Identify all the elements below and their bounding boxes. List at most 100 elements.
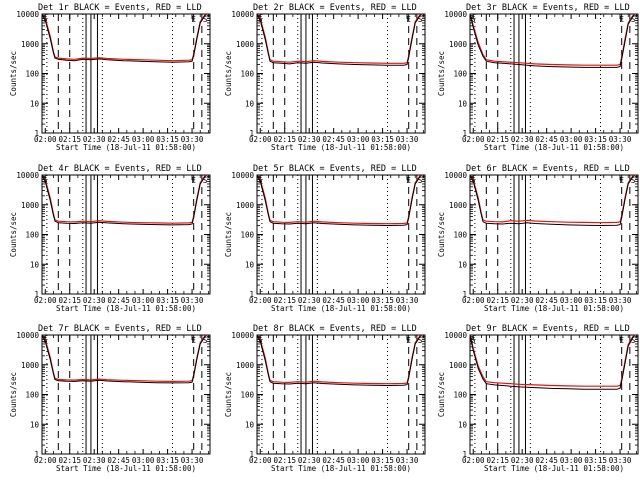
x-tick-label: 02:15 [273,456,296,465]
y-axis-label: Counts/sec [224,212,233,257]
marker-label: S [471,176,476,185]
y-tick-label: 1000 [21,201,40,210]
x-tick-label: 03:00 [132,296,155,305]
x-axis-label: Start Time (18-Jul-11 01:58:00) [271,143,411,152]
x-tick-label: 02:30 [83,296,106,305]
x-tick-label: 03:00 [560,456,583,465]
y-tick-label: 10 [458,420,468,429]
panel-det-3: Det 3r BLACK = Events, RED = LLD 1 10 100 10… [437,3,639,152]
y-tick-label: 1 [462,129,467,138]
panel-title: Det 3r BLACK = Events, RED = LLD [466,3,630,13]
y-axis-label: Counts/sec [224,51,233,96]
x-tick-label: 02:15 [273,296,296,305]
x-tick-label: 02:30 [511,135,534,144]
y-tick-label: 100 [453,231,467,240]
plot-frame [41,334,211,455]
x-tick-label: 02:15 [58,456,81,465]
plot-frame [256,334,426,455]
series-line-events [256,174,422,227]
y-tick-label: 1000 [236,361,255,370]
marker-label: S [258,176,263,185]
y-tick-label: 1 [34,450,39,459]
x-tick-label: 02:45 [107,296,130,305]
x-tick-label: 03:30 [181,296,204,305]
y-tick-label: 10 [245,260,255,269]
y-tick-label: 10000 [16,10,39,19]
x-tick-label: 03:30 [181,135,204,144]
series-line-lld [469,174,635,224]
x-tick-label: 02:15 [486,135,509,144]
marker-label: S [258,15,263,24]
x-tick-label: 02:30 [511,456,534,465]
y-axis-label: Counts/sec [224,372,233,417]
x-tick-label: 03:30 [396,456,419,465]
panel-title: Det 8r BLACK = Events, RED = LLD [253,324,417,334]
y-tick-label: 10 [30,420,40,429]
x-tick-label: 03:30 [396,296,419,305]
marker-label: S [471,336,476,345]
marker-label: E [191,336,196,345]
series-line-lld [469,13,636,66]
y-tick-label: 1 [249,450,254,459]
y-tick-label: 100 [453,70,467,79]
x-tick-label: 02:15 [58,296,81,305]
marker-label: S [203,15,208,24]
series-line-lld [41,334,207,383]
marker-label: S [43,15,48,24]
x-tick-label: 03:00 [132,135,155,144]
series-line-events [469,334,636,390]
x-tick-label: 03:30 [609,296,632,305]
y-axis-label: Counts/sec [437,372,446,417]
x-tick-label: 03:30 [609,456,632,465]
y-tick-label: 100 [240,391,254,400]
y-tick-label: 1 [249,129,254,138]
x-tick-label: 02:30 [298,456,321,465]
x-tick-label: 02:45 [107,135,130,144]
y-tick-label: 1 [34,290,39,299]
marker-label: E [619,176,624,185]
marker-label: E [406,336,411,345]
y-tick-label: 1000 [21,40,40,49]
x-tick-label: 02:45 [107,456,130,465]
panel-title: Det 7r BLACK = Events, RED = LLD [38,324,202,334]
marker-label: S [631,176,636,185]
x-tick-label: 03:15 [156,456,179,465]
panel-det-6: Det 6r BLACK = Events, RED = LLD 1 10 100 10… [437,164,639,313]
y-tick-label: 100 [240,70,254,79]
y-axis-label: Counts/sec [437,212,446,257]
marker-label: E [406,176,411,185]
y-tick-label: 10000 [16,171,39,180]
x-tick-label: 03:15 [371,135,394,144]
y-tick-label: 10000 [231,171,254,180]
x-axis-label: Start Time (18-Jul-11 01:58:00) [484,143,624,152]
marker-label: E [619,336,624,345]
x-tick-label: 02:45 [322,135,345,144]
y-tick-label: 10 [245,99,255,108]
panel-title: Det 5r BLACK = Events, RED = LLD [253,164,417,174]
y-tick-label: 1000 [449,40,468,49]
y-tick-label: 1000 [236,201,255,210]
series-line-lld [256,334,422,385]
x-tick-label: 02:00 [34,456,57,465]
x-tick-label: 02:45 [535,456,558,465]
panel-det-2: Det 2r BLACK = Events, RED = LLD 1 10 100 10… [224,3,426,152]
y-tick-label: 1000 [236,40,255,49]
marker-label: S [203,176,208,185]
plot-frame [469,13,639,134]
marker-label: S [418,336,423,345]
marker-label: S [43,336,48,345]
y-tick-label: 10 [30,260,40,269]
x-tick-label: 03:15 [371,296,394,305]
marker-label: S [631,15,636,24]
x-tick-label: 03:15 [584,135,607,144]
series-line-events [256,13,422,66]
y-tick-label: 10000 [231,10,254,19]
series-line-events [41,334,207,384]
y-tick-label: 100 [25,231,39,240]
y-tick-label: 10 [245,420,255,429]
x-axis-label: Start Time (18-Jul-11 01:58:00) [56,304,196,313]
x-tick-label: 02:45 [535,135,558,144]
x-tick-label: 02:30 [83,135,106,144]
x-tick-label: 02:45 [322,456,345,465]
